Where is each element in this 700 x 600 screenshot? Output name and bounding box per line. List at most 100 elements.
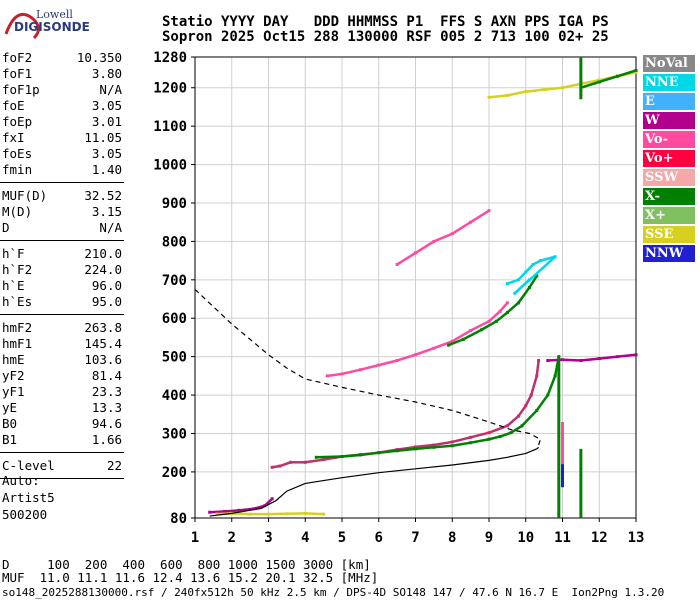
- y-tick-label: 200: [162, 465, 187, 481]
- parameter-row-h-e: h`E 96.0: [2, 278, 122, 294]
- parameter-row-m-d-: M(D) 3.15: [2, 204, 122, 220]
- trace-segment: [546, 375, 557, 396]
- trace-segment: [599, 355, 618, 360]
- trace-segment: [415, 443, 435, 449]
- parameter-label: hmF2: [2, 320, 33, 335]
- trace-segment: [451, 436, 471, 444]
- trace-segment: [316, 455, 343, 459]
- legend-item-x-: X+: [643, 207, 695, 224]
- y-tick-label: 1200: [153, 81, 187, 97]
- parameter-label: h`F: [2, 246, 25, 261]
- parameter-separator: [0, 478, 124, 479]
- trace-segment: [535, 394, 549, 412]
- trace-segment: [598, 75, 618, 84]
- parameter-label: yE: [2, 400, 18, 415]
- parameter-label: yF1: [2, 384, 25, 399]
- trace-segment: [433, 444, 453, 449]
- parameter-value: 145.4: [84, 336, 122, 351]
- trace-segment: [253, 504, 266, 510]
- x-tick-label: 6: [375, 530, 383, 546]
- parameter-label: h`F2: [2, 262, 33, 277]
- legend-item-vo-: Vo+: [643, 150, 695, 167]
- x-tick-label: 1: [191, 530, 199, 546]
- x-tick-label: 13: [628, 530, 645, 546]
- parameter-value: 210.0: [84, 246, 122, 261]
- trace-segment: [543, 86, 563, 91]
- parameter-row-fmin: fmin 1.40: [2, 162, 122, 178]
- footer-muf-row: MUF 11.0 11.1 11.6 12.4 13.6 15.2 20.1 3…: [2, 570, 379, 585]
- parameter-row-hme: hmE 103.6: [2, 352, 122, 368]
- trace-segment: [488, 424, 508, 434]
- parameter-label: fmin: [2, 162, 33, 177]
- trace-segment: [433, 340, 453, 350]
- trace-segment: [305, 512, 324, 516]
- trace-segment: [521, 409, 538, 427]
- x-tick-label: 4: [301, 530, 309, 546]
- parameter-label: h`Es: [2, 294, 33, 309]
- x-tick-label: 10: [517, 530, 534, 546]
- y-tick-label: 700: [162, 273, 187, 289]
- trace-segment: [414, 240, 435, 254]
- parameter-value: 96.0: [91, 278, 122, 293]
- x-tick-label: 5: [338, 530, 346, 546]
- trace-segment: [224, 509, 240, 513]
- legend-item-e: E: [643, 93, 695, 110]
- trace-point: [527, 278, 531, 282]
- parameter-label: MUF(D): [2, 188, 48, 203]
- trace-segment: [360, 363, 380, 371]
- parameter-label: foEs: [2, 146, 33, 161]
- trace-segment: [481, 320, 497, 331]
- trace-segment: [525, 88, 545, 93]
- parameter-value: 1.66: [91, 432, 122, 447]
- parameter-separator: [0, 182, 124, 183]
- parameter-row-fof1: foF1 3.80: [2, 66, 122, 82]
- parameter-value: N/A: [99, 82, 122, 97]
- parameter-row-ye: yE 13.3: [2, 400, 122, 416]
- parameter-value: 1.40: [91, 162, 122, 177]
- trace-segment: [396, 353, 416, 362]
- trace-segment: [231, 512, 251, 516]
- trace-point: [487, 209, 491, 213]
- parameter-row-hmf1: hmF1 145.4: [2, 336, 122, 352]
- parameter-row-fof2: foF2 10.350: [2, 50, 122, 66]
- trace-point: [634, 68, 638, 72]
- parameter-row-foep: foEp 3.01: [2, 114, 122, 130]
- trace-segment: [341, 368, 361, 376]
- trace-segment: [506, 301, 520, 314]
- legend-item-sse: SSE: [643, 226, 695, 243]
- x-tick-label: 2: [228, 530, 236, 546]
- trace-segment: [506, 278, 519, 285]
- parameter-value: 32.52: [84, 188, 122, 203]
- footer-file-info: so148_2025288130000.rsf / 240fx512h 50 k…: [2, 586, 665, 599]
- parameter-row-h-es: h`Es 95.0: [2, 294, 122, 310]
- legend-item-w: W: [643, 112, 695, 129]
- trace-point: [634, 70, 638, 74]
- trace-segment: [507, 90, 527, 97]
- trace-segment: [360, 451, 379, 457]
- trace-point: [535, 274, 539, 278]
- parameter-row-hmf2: hmF2 263.8: [2, 320, 122, 336]
- trace-point: [537, 358, 541, 362]
- parameter-value: 13.3: [91, 400, 122, 415]
- auto-artist: Artist5: [2, 490, 55, 505]
- trace-segment: [535, 360, 540, 377]
- trace-segment: [396, 251, 417, 266]
- y-tick-label: 1000: [153, 158, 187, 174]
- x-tick-label: 9: [485, 530, 493, 546]
- trace-segment: [617, 69, 637, 78]
- legend-item-noval: NoVal: [643, 55, 695, 72]
- parameter-value: 22: [106, 458, 122, 473]
- y-tick-label: 300: [162, 426, 187, 442]
- muf-curve-line: [194, 288, 542, 446]
- parameter-value: 23.3: [91, 384, 122, 399]
- trace-segment: [378, 359, 398, 367]
- parameter-value: 11.05: [84, 130, 122, 145]
- legend-item-nne: NNE: [643, 74, 695, 91]
- trace-segment: [462, 328, 483, 341]
- parameter-value: N/A: [99, 220, 122, 235]
- trace-segment: [530, 375, 538, 396]
- trace-point: [222, 509, 226, 513]
- trace-point: [322, 512, 326, 516]
- parameter-row-h-f2: h`F2 224.0: [2, 262, 122, 278]
- logo-digisonde-text: DIGISONDE: [14, 20, 90, 34]
